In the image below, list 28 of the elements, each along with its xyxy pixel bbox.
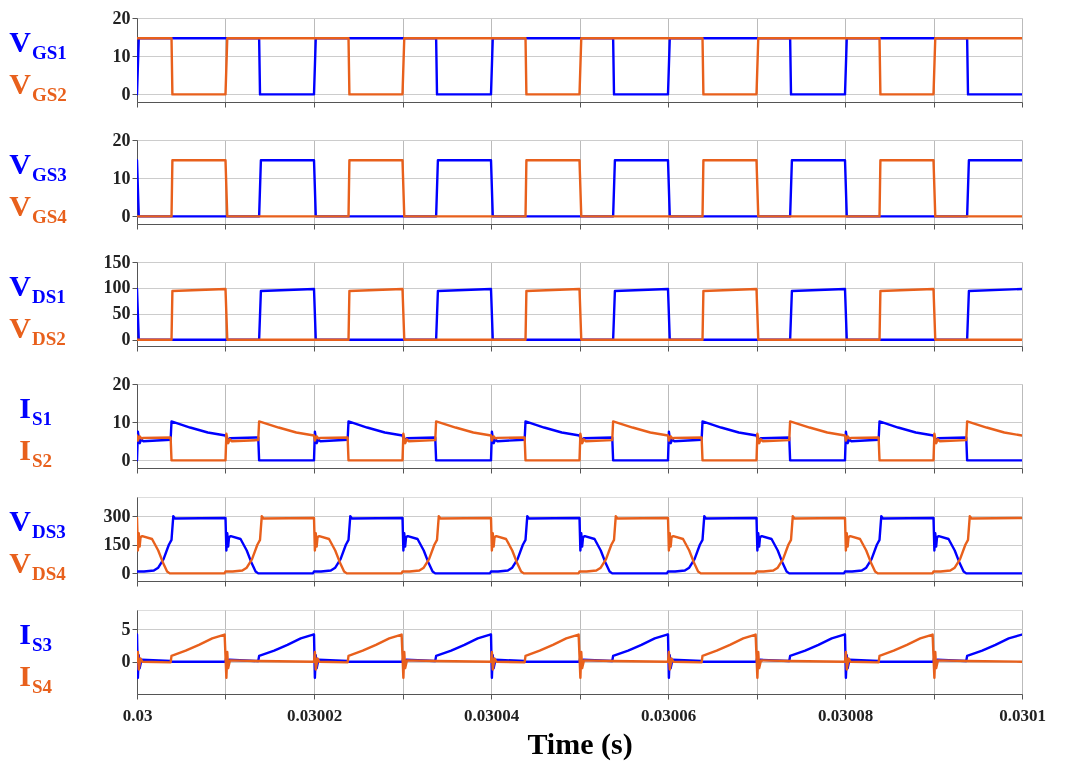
y-tick-label: 0 <box>121 205 131 226</box>
y-tick-label: 300 <box>103 505 131 526</box>
y-tick-label: 10 <box>112 167 131 188</box>
line-series <box>137 420 1022 462</box>
y-tick-label: 0 <box>121 651 131 672</box>
x-tick-label: 0.03002 <box>286 705 343 725</box>
x-tick-label: 0.0301 <box>999 705 1046 725</box>
y-tick-label: 0 <box>121 562 131 583</box>
y-tick-label: 0 <box>121 449 131 470</box>
y-tick-label: 150 <box>103 251 131 272</box>
line-series <box>137 633 1022 680</box>
x-tick-label: 0.03004 <box>463 705 520 725</box>
y-tick-label: 10 <box>112 411 131 432</box>
y-tick-label: 20 <box>112 373 131 394</box>
y-tick-label: 50 <box>112 303 131 324</box>
y-tick-label: 0 <box>121 83 131 104</box>
x-tick-label: 0.03 <box>122 705 153 725</box>
y-tick-label: 5 <box>121 618 131 639</box>
y-tick-label: 10 <box>112 45 131 66</box>
y-tick-label: 150 <box>103 534 131 555</box>
x-axis-title: Time (s) <box>527 726 633 761</box>
x-tick-label: 0.03008 <box>817 705 874 725</box>
y-tick-label: 20 <box>112 129 131 150</box>
line-series <box>137 514 1022 575</box>
x-tick-label: 0.03006 <box>640 705 697 725</box>
y-tick-label: 20 <box>112 7 131 28</box>
y-tick-label: 0 <box>121 329 131 350</box>
y-tick-label: 100 <box>103 277 131 298</box>
